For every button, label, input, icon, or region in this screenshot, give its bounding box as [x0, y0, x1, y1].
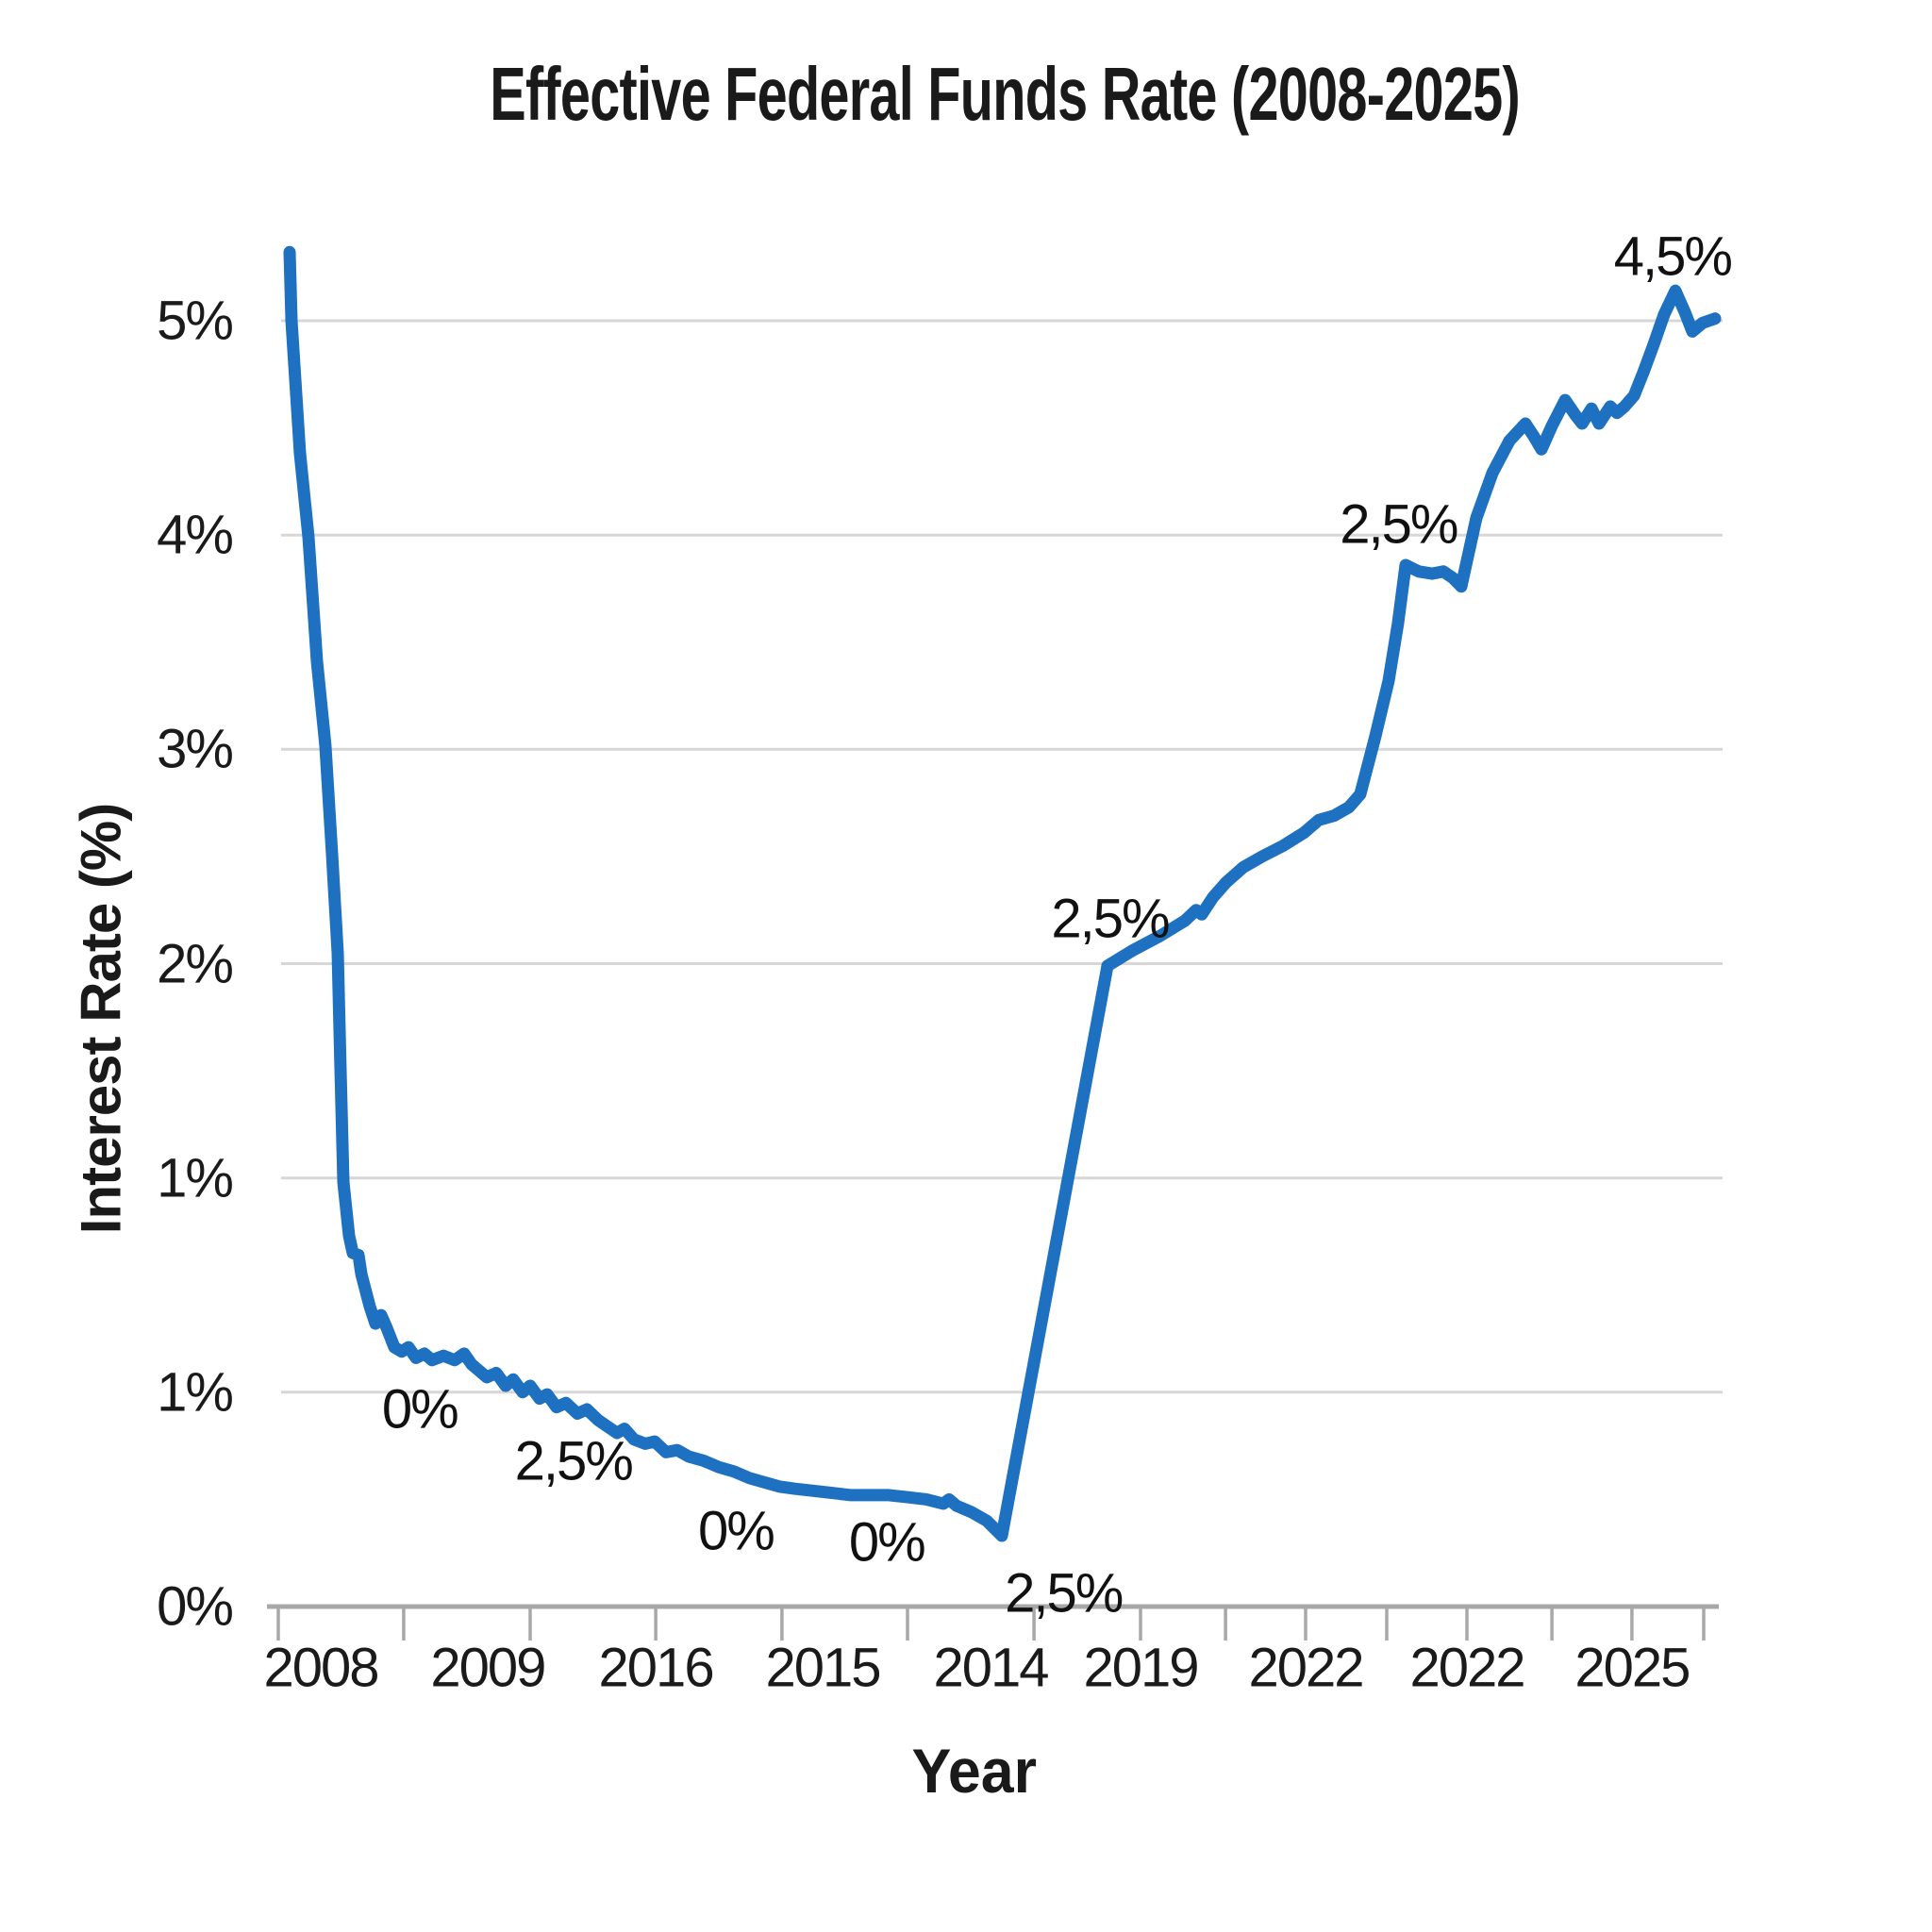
y-tick-label: 1% [157, 1361, 234, 1424]
annotation-label: 4,5% [1613, 225, 1733, 288]
x-tick-label: 2022 [1248, 1637, 1364, 1699]
rate-line [283, 245, 1722, 1542]
annotation-label: 0% [697, 1500, 775, 1562]
x-tick-label: 2009 [430, 1637, 546, 1699]
annotation-label: 2,5% [514, 1430, 634, 1492]
x-tick-label: 2015 [765, 1637, 881, 1699]
x-tick-label: 2022 [1409, 1637, 1526, 1699]
x-tick-label: 2019 [1083, 1637, 1200, 1699]
y-tick-label: 5% [157, 290, 234, 352]
y-tick-label: 3% [157, 718, 234, 780]
y-tick-label: 1% [157, 1147, 234, 1209]
y-tick-label: 0% [157, 1575, 234, 1638]
x-tick-label: 2016 [598, 1637, 715, 1699]
y-tick-label: 2% [157, 933, 234, 994]
y-tick-label: 4% [157, 504, 234, 566]
annotation-label: 0% [381, 1378, 459, 1441]
x-axis-title: Year [911, 1736, 1038, 1806]
annotation-label: 2,5% [1005, 1562, 1124, 1624]
annotation-label: 0% [848, 1511, 926, 1574]
chart-title: Effective Federal Funds Rate (2008-2025) [490, 52, 1520, 136]
annotation-label: 2,5% [1340, 493, 1458, 556]
y-axis-title: Interest Rate (%) [69, 803, 133, 1235]
annotation-label: 2,5% [1051, 888, 1170, 950]
x-tick-label: 2014 [933, 1637, 1049, 1699]
x-tick-label: 2008 [263, 1637, 380, 1699]
x-tick-label: 2025 [1574, 1637, 1690, 1699]
